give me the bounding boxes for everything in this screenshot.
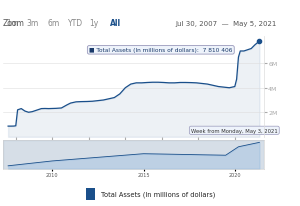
- Text: ■ Total Assets (In millions of dollars):  7 810 406: ■ Total Assets (In millions of dollars):…: [89, 48, 232, 53]
- Text: YTD: YTD: [68, 19, 83, 28]
- Text: Zoom: Zoom: [3, 19, 25, 28]
- Text: 3m: 3m: [27, 19, 39, 28]
- Text: Total Assets (In millions of dollars): Total Assets (In millions of dollars): [101, 190, 215, 197]
- Bar: [86, 188, 95, 200]
- Text: 1y: 1y: [89, 19, 98, 28]
- Text: 6m: 6m: [48, 19, 60, 28]
- Text: All: All: [110, 19, 121, 28]
- Bar: [3, 140, 264, 169]
- Text: 1m: 1m: [6, 19, 18, 28]
- Text: Week from Monday, May 3, 2021: Week from Monday, May 3, 2021: [191, 128, 278, 133]
- Text: Jul 30, 2007  —  May 5, 2021: Jul 30, 2007 — May 5, 2021: [175, 21, 277, 27]
